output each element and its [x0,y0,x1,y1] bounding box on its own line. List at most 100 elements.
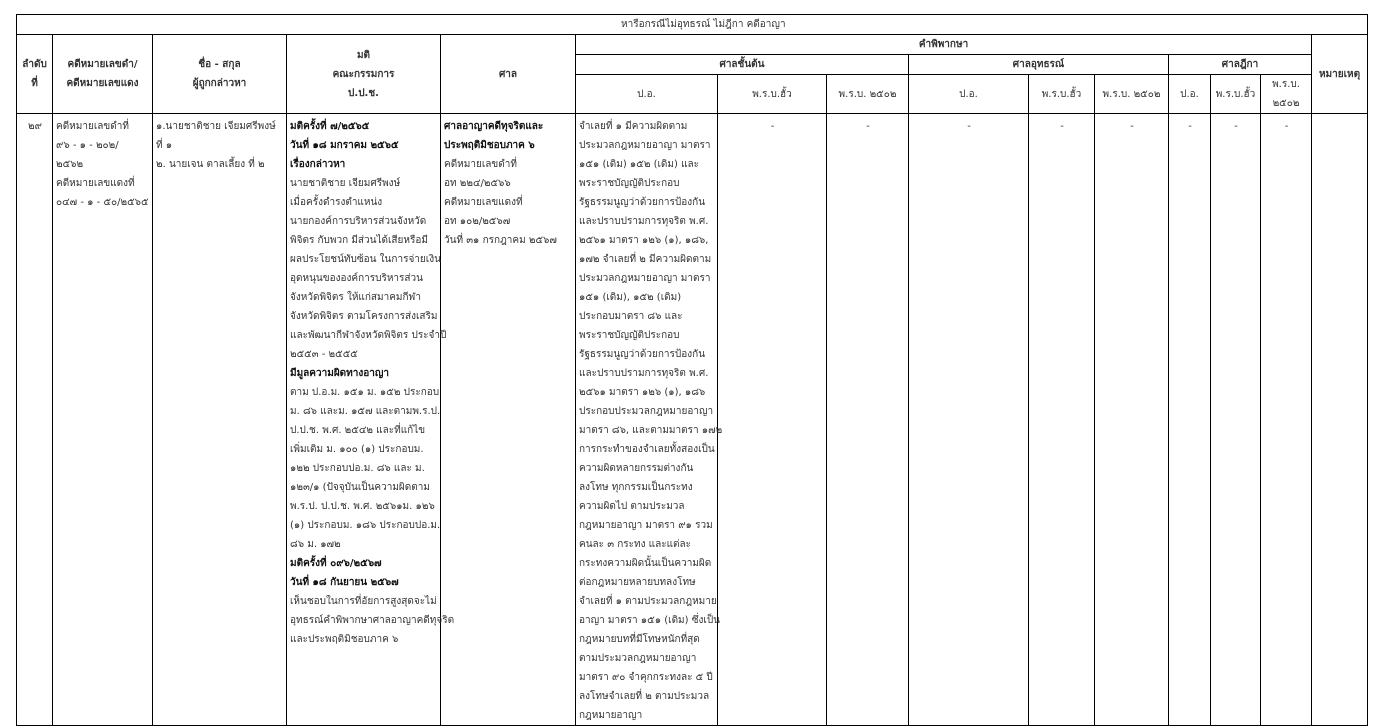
text-line: ๒๕๕๓ - ๒๕๕๕ [290,349,358,360]
text-line: อุทธรณ์คำพิพากษาศาลอาญาคดีทุจริต [290,615,455,626]
text-line: และปราบปรามการทุจริต พ.ศ. [579,368,709,379]
cell-first-instance-criminal-code: จำเลยที่ ๑ มีความผิดตามประมวลกฎหมายอาญา … [575,113,723,726]
text-line: ผลประโยชน์ทับซ้อน ในการจ่ายเงิน [290,254,441,265]
text-line: กระทงความผิดนั้นเป็นความผิด [579,558,712,569]
text-line: เพิ่มเติม ม. ๑๐๐ (๑) ประกอบม. [290,444,424,455]
text-line: จำเลยที่ ๑ ตามประมวลกฎหมาย [579,596,717,607]
text-line: ๒. นายเจน ตาลเลี้ยง ที่ ๒ [156,159,265,170]
text-line: พิจิตร กับพวก มีส่วนได้เสียหรือมี [290,235,428,246]
text-line: อุดหนุนขององค์การบริหารส่วน [290,273,423,284]
text-line: จังหวัดพิจิตร ให้แก่สมาคมกีฬา [290,292,422,303]
text-line: มติครั้งที่ ๐๙๖/๒๕๖๗ [290,558,382,569]
header-sub: พ.ร.บ. ๒๕๐๒ [1260,74,1312,114]
header-sub: ป.อ. [1168,74,1211,114]
text-line: ๒๕๖๑ มาตรา ๑๒๖ (๑), ๑๘๖, [579,235,709,246]
cell-resolution: มติครั้งที่ ๗/๒๕๖๕วันที่ ๑๘ มกราคม ๒๕๖๕เ… [286,113,455,726]
text-line: ประมวลกฎหมายอาญา มาตรา [579,273,711,284]
header-sub: พ.ร.บ.ฮั้ว [1028,74,1095,114]
text-line: ๑๕๑ (เดิม) ๑๕๒ (เดิม) และ [579,159,700,170]
text-line: ลงโทษ ทุกกรรมเป็นกระทง [579,482,693,493]
text-line: เมื่อครั้งดำรงตำแหน่ง [290,197,383,208]
text-line: (๑) ประกอบม. ๑๘๖ ประกอบปอ.ม. [290,520,441,531]
header-name: ชื่อ - สกุล ผู้ถูกกล่าวหา [152,34,287,114]
text-line: กฎหมายบทที่มีโทษหนักที่สุด [579,634,700,645]
text-line: คดีหมายเลขแดงที่ [444,197,523,208]
cell-remarks [1310,113,1369,726]
text-line: อท ๒๒๔/๒๕๖๖ [444,178,511,189]
text-line: ที่ ๑ [156,140,173,151]
header-no: ลำดับ ที่ [16,34,53,114]
header-appeal: ศาลอุทธรณ์ [908,54,1169,75]
text-line: ประมวลกฎหมายอาญา มาตรา [579,140,711,151]
text-line: ๙๖ - ๑ - ๒๐๒/ [56,140,119,151]
text-line: วันที่ ๑๘ กันยายน ๒๕๖๗ [290,577,399,588]
text-line: ต่อกฎหมายหลายบทลงโทษ [579,577,696,588]
text-line: ๘๖ ม. ๑๗๒ [290,539,341,550]
header-sub: พ.ร.บ.ฮั้ว [1210,74,1261,114]
text-line: มาตรา ๘๖, และตามมาตรา ๑๗๒ [579,425,723,436]
header-resolution: มติ คณะกรรมการ ป.ป.ช. [286,34,441,114]
text-line: เรื่องกล่าวหา [290,159,346,170]
text-line: จำเลยที่ ๑ มีความผิดตาม [579,121,688,132]
cell-appeal-act-2502: - [1094,113,1169,726]
text-line: คดีหมายเลขดำที่ [444,159,517,170]
cell-first-instance-collusion-act: - [717,113,827,726]
table-row: ๒๙ คดีหมายเลขดำที่ ๙๖ - ๑ - ๒๐๒/๒๕๖๒ คดีหม… [16,113,1369,726]
header-first-instance: ศาลชั้นต้น [575,54,909,75]
text-line: ม. ๘๖ และม. ๑๕๗ และตามพ.ร.ป. [290,406,441,417]
text-line: ป.ป.ช. พ.ศ. ๒๕๔๒ และที่แก้ไข [290,425,426,436]
text-line: คดีหมายเลขดำที่ [56,121,129,132]
header-sub: ป.อ. [908,74,1029,114]
text-line: พระราชบัญญัติประกอบ [579,178,680,189]
text-line: กฎหมายอาญา มาตรา ๙๑ รวม [579,520,713,531]
text-line: ตาม ป.อ.ม. ๑๕๑ ม. ๑๕๒ ประกอบ [290,387,440,398]
text-line: ลงโทษจำเลยที่ ๒ ตามประมวล [579,691,710,702]
text-line: รัฐธรรมนูญว่าด้วยการป้องกัน [579,197,706,208]
cell-supreme-criminal-code: - [1168,113,1211,726]
text-line: ประกอบมาตรา ๘๖ และ [579,311,683,322]
header-sub: ป.อ. [575,74,718,114]
header-judgment: คำพิพากษา [575,34,1312,55]
text-line: เห็นชอบในการที่อัยการสูงสุดจะไม่ [290,596,437,607]
text-line: พ.ร.ป. ป.ป.ช. พ.ศ. ๒๕๖๑ม. ๑๒๖ [290,501,435,512]
text-line: มติครั้งที่ ๗/๒๕๖๕ [290,121,370,132]
text-line: ๒๕๖๑ มาตรา ๑๒๖ (๑), ๑๘๖ [579,387,706,398]
header-sub: พ.ร.บ. ๒๕๐๒ [1094,74,1169,114]
header-case-no: คดีหมายเลขดำ/คดีหมายเลขแดง [52,34,153,114]
text-line: รัฐธรรมนูญว่าด้วยการป้องกัน [579,349,706,360]
cell-name: ๑.นายชาติชาย เจียมศรีพงษ์ที่ ๑๒. นายเจน … [152,113,287,726]
text-line: ๑๗๒ จำเลยที่ ๒ มีความผิดตาม [579,254,712,265]
header-supreme: ศาลฎีกา [1168,54,1312,75]
text-line: ๒๕๖๒ [56,159,84,170]
cell-supreme-collusion-act: - [1210,113,1261,726]
text-line: มีมูลความผิดทางอาญา [290,368,390,379]
text-line: ประพฤติมิชอบภาค ๖ [444,140,535,151]
text-line: วันที่ ๓๑ กรกฎาคม ๒๕๖๗ [444,235,557,246]
header-court: ศาล [440,34,576,114]
text-line: นายกองค์การบริหารส่วนจังหวัด [290,216,427,227]
text-line: ศาลอาญาคดีทุจริตและ [444,121,544,132]
text-line: จังหวัดพิจิตร ตามโครงการส่งเสริม [290,311,438,322]
cell-appeal-criminal-code: - [908,113,1029,726]
text-line: วันที่ ๑๘ มกราคม ๒๕๖๕ [290,140,399,151]
text-line: ความผิดไป ตามประมวล [579,501,685,512]
text-line: อาญา มาตรา ๑๕๑ (เดิม) ซึ่งเป็น [579,615,721,626]
text-line: และพัฒนากีฬาจังหวัดพิจิตร ประจำปี [290,330,447,341]
text-line: ตามประมวลกฎหมายอาญา [579,653,697,664]
cell-appeal-collusion-act: - [1028,113,1095,726]
text-line: การกระทำของจำเลยทั้งสองเป็น [579,444,715,455]
text-line: และปราบปรามการทุจริต พ.ศ. [579,216,709,227]
text-line: คนละ ๓ กระทง และแต่ละ [579,539,692,550]
cases-table: หารือกรณีไม่อุทธรณ์ ไม่ฎีกา คดีอาญา ลำดั… [15,14,1369,726]
cell-court: ศาลอาญาคดีทุจริตและประพฤติมิชอบภาค ๖คดีห… [440,113,576,726]
text-line: ๐๔๗ - ๑ - ๕๐/๒๕๖๕ [56,197,149,208]
text-line: ๑๕๑ (เดิม), ๑๕๒ (เดิม) [579,292,682,303]
header-sub: พ.ร.บ.ฮั้ว [717,74,827,114]
cell-no: ๒๙ [16,113,53,726]
table-title: หารือกรณีไม่อุทธรณ์ ไม่ฎีกา คดีอาญา [15,14,1369,35]
text-line: พระราชบัญญัติประกอบ [579,330,680,341]
text-line: ๑.นายชาติชาย เจียมศรีพงษ์ [156,121,276,132]
text-line: นายชาติชาย เจียมศรีพงษ์ [290,178,401,189]
cell-supreme-act-2502: - [1260,113,1312,726]
cell-first-instance-act-2502: - [826,113,909,726]
